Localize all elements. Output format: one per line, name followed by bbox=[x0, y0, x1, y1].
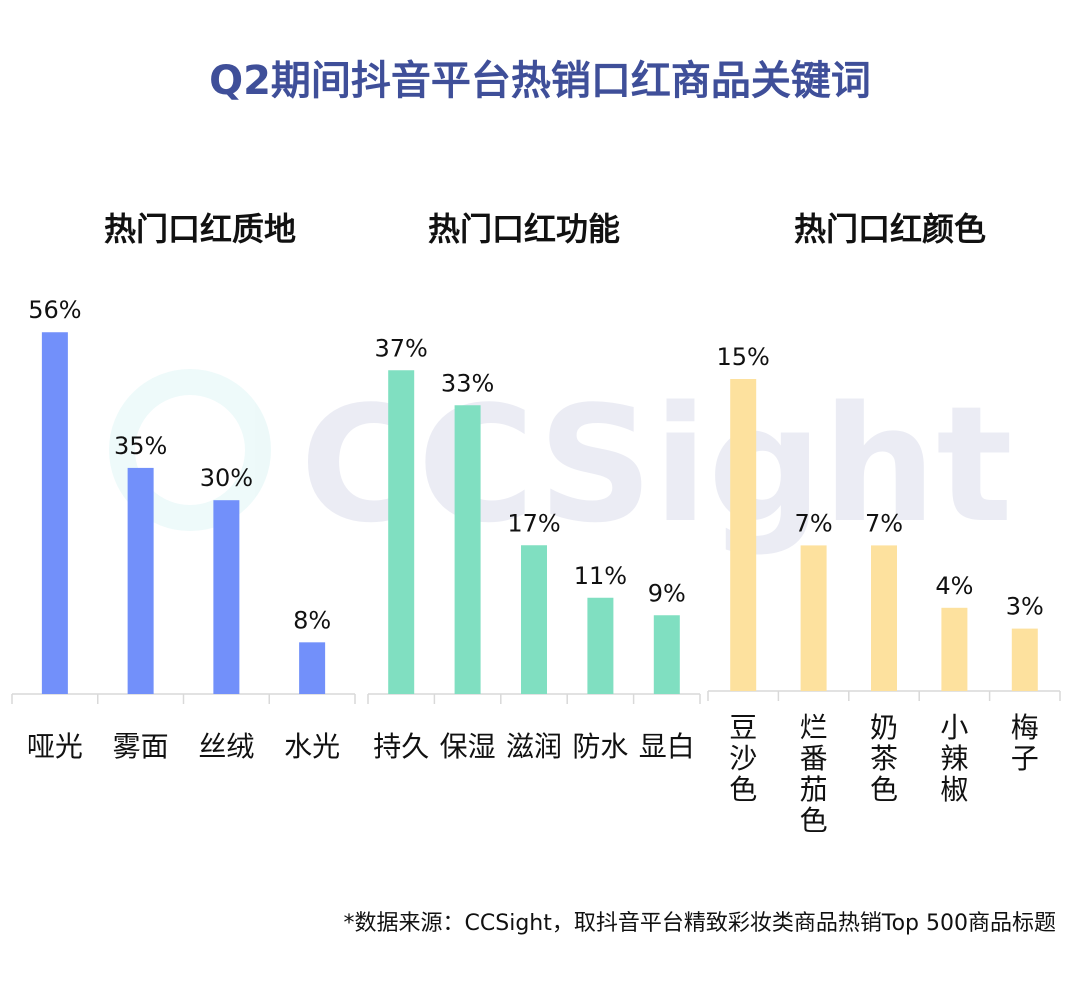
category-label: 防水 bbox=[572, 730, 628, 763]
bar bbox=[587, 597, 614, 694]
watermark-logo-icon bbox=[109, 369, 271, 531]
bar bbox=[800, 545, 827, 691]
source-note: *数据来源：CCSight，取抖音平台精致彩妆类商品热销Top 500商品标题 bbox=[343, 911, 1056, 936]
data-label: 15% bbox=[717, 343, 770, 371]
data-label: 4% bbox=[935, 572, 973, 600]
data-label: 33% bbox=[441, 369, 494, 397]
panel-title: 热门口红颜色 bbox=[794, 210, 986, 248]
category-label: 显白 bbox=[639, 730, 695, 763]
category-label: 奶茶色 bbox=[870, 711, 898, 806]
bar bbox=[41, 332, 68, 694]
watermark-text: CCSight bbox=[300, 371, 1013, 558]
data-label: 35% bbox=[114, 432, 167, 460]
data-label: 56% bbox=[28, 296, 81, 324]
category-label: 水光 bbox=[284, 730, 340, 763]
category-label: 丝绒 bbox=[198, 730, 254, 763]
category-label: 小辣椒 bbox=[940, 711, 968, 806]
data-label: 11% bbox=[574, 562, 627, 590]
page-title: Q2期间抖音平台热销口红商品关键词 bbox=[209, 58, 871, 104]
bar bbox=[653, 615, 680, 694]
bar bbox=[388, 370, 415, 694]
data-label: 8% bbox=[293, 606, 331, 634]
data-label: 3% bbox=[1006, 593, 1044, 621]
bar bbox=[213, 500, 240, 694]
chart-panel-2: 热门口红功能 37% 持久 33% 保湿 17% 滋润 11% 防水 9% 显白 bbox=[367, 210, 701, 763]
chart-panel-1: 热门口红质地 56% 哑光 35% 雾面 30% 丝绒 8% 水光 bbox=[11, 210, 356, 763]
category-label: 持久 bbox=[373, 730, 429, 763]
bar bbox=[299, 642, 326, 694]
data-label: 9% bbox=[648, 579, 686, 607]
panel-title: 热门口红质地 bbox=[104, 210, 296, 248]
bar bbox=[1011, 628, 1038, 691]
data-label: 30% bbox=[200, 464, 253, 492]
category-label: 雾面 bbox=[113, 730, 169, 763]
data-label: 37% bbox=[375, 334, 428, 362]
bar bbox=[941, 607, 968, 691]
bar bbox=[521, 545, 547, 694]
bar bbox=[730, 379, 757, 691]
category-label: 豆沙色 bbox=[729, 711, 757, 806]
data-label: 7% bbox=[795, 509, 833, 537]
bar bbox=[454, 405, 481, 694]
data-label: 17% bbox=[507, 509, 560, 537]
bar bbox=[871, 545, 897, 691]
category-label: 烂番茄色 bbox=[800, 711, 828, 837]
bar bbox=[127, 467, 154, 694]
category-label: 保湿 bbox=[440, 730, 496, 763]
category-label: 哑光 bbox=[27, 730, 83, 763]
panel-title: 热门口红功能 bbox=[428, 210, 620, 248]
watermark: CCSight bbox=[109, 369, 1013, 558]
category-label: 滋润 bbox=[506, 730, 562, 763]
category-label: 梅子 bbox=[1011, 711, 1039, 775]
data-label: 7% bbox=[865, 509, 903, 537]
chart-panel-3: 热门口红颜色 15% 豆沙色 7% 烂番茄色 7% 奶茶色 4% 小辣椒 3% 梅子 bbox=[707, 210, 1061, 837]
